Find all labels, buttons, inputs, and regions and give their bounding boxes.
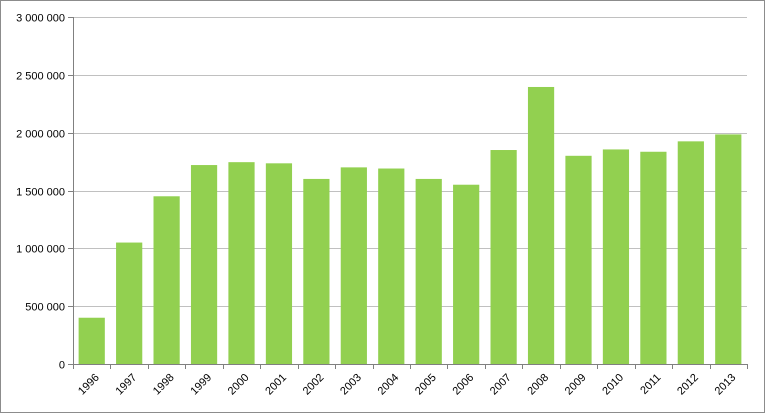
x-tick-label: 2009: [563, 372, 589, 398]
y-tick-label: 1 000 000: [16, 244, 65, 256]
bar-2005: [415, 178, 442, 364]
x-tick-label: 2000: [226, 372, 252, 398]
x-tick-label: 2010: [600, 372, 626, 398]
y-tick-label: 0: [59, 360, 65, 372]
x-tick-label: 2001: [263, 372, 289, 398]
bar-1997: [116, 242, 143, 364]
x-tick-label: 1997: [113, 372, 139, 398]
x-tick-label: 1996: [76, 372, 102, 398]
bar-2004: [378, 168, 405, 364]
bar-2006: [453, 184, 480, 364]
bar-2010: [602, 149, 630, 364]
x-tick-label: 2006: [450, 372, 476, 398]
bar-2007: [490, 150, 517, 364]
x-tick-label: 2003: [338, 372, 364, 398]
bars: [78, 86, 742, 364]
x-tick-label: 2004: [376, 372, 402, 398]
x-tick-label: 1999: [188, 372, 214, 398]
bar-2001: [265, 163, 293, 364]
bar-2013: [715, 134, 742, 364]
bar-2011: [640, 151, 667, 364]
y-tick-label: 2 000 000: [16, 129, 65, 141]
x-tick-labels: 1996 1997 1998 1999 2000 2001 2002 2003 2004 2005…: [76, 372, 738, 398]
bar-2008: [527, 86, 555, 364]
x-tick-label: 1998: [151, 372, 177, 398]
bar-2009: [565, 155, 592, 364]
bar-2000: [228, 162, 255, 364]
gridlines: [73, 17, 747, 307]
x-tick-label: 2008: [525, 372, 551, 398]
bar-2002: [303, 178, 330, 364]
bar-2012: [677, 141, 704, 364]
x-tick-label: 2013: [713, 372, 739, 398]
y-tick-label: 2 500 000: [16, 71, 65, 83]
x-tick-label: 2002: [301, 372, 327, 398]
y-tick-labels: 0 500 000 1 000 000 1 500 000 2 000 000 2 500…: [16, 13, 65, 372]
bar-1999: [190, 165, 218, 364]
x-tick-label: 2012: [675, 372, 701, 398]
y-tick-label: 3 000 000: [16, 13, 65, 25]
bar-2003: [340, 167, 367, 364]
axes: [68, 17, 748, 369]
x-tick-label: 2011: [638, 372, 663, 397]
bar-1998: [153, 196, 180, 364]
y-tick-label: 1 500 000: [16, 187, 65, 199]
bar-1996: [78, 317, 105, 364]
y-tick-label: 500 000: [25, 302, 65, 314]
x-tick-label: 2005: [413, 372, 439, 398]
x-tick-label: 2007: [488, 372, 514, 398]
